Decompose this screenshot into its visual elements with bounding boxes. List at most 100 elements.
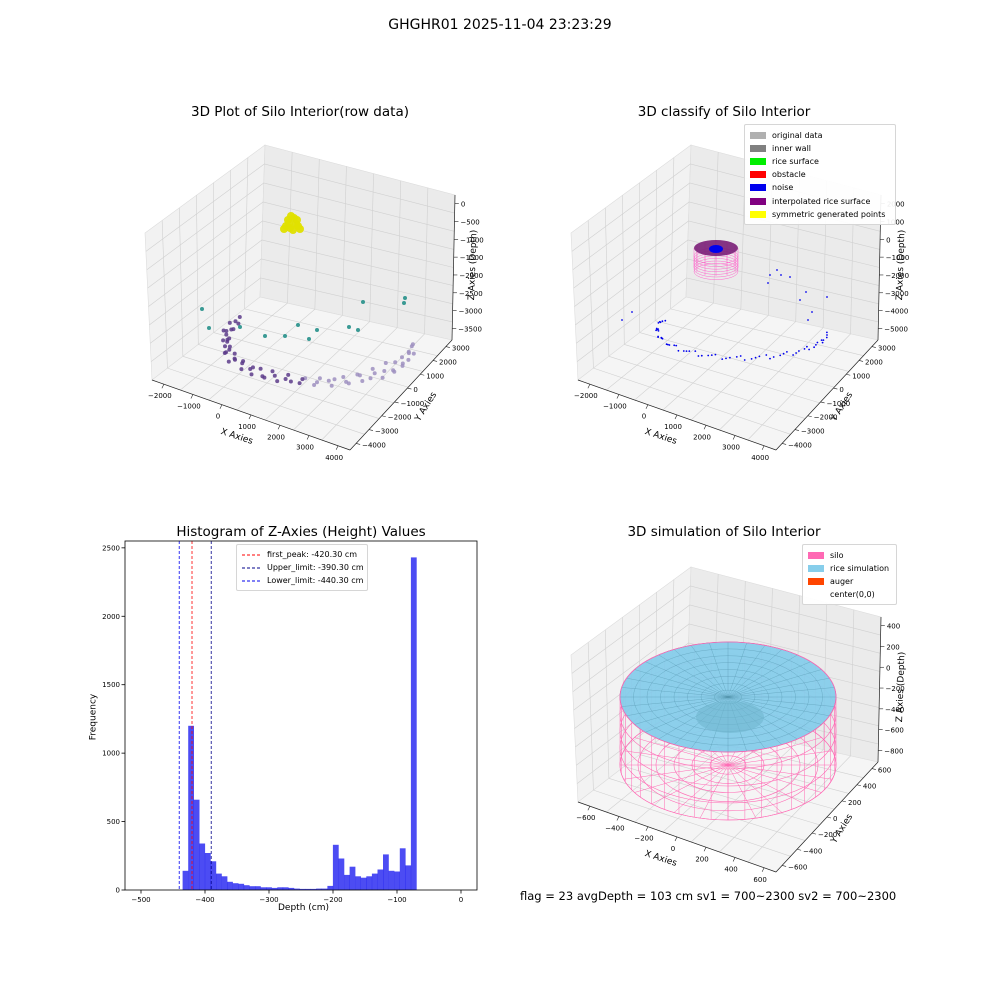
cls-noise-point	[813, 346, 815, 349]
legend-item: Upper_limit: -390.30 cm	[242, 561, 364, 574]
raw-z-grid	[150, 277, 453, 362]
histogram-bar	[282, 887, 289, 890]
cls-z-tick-label: −4000	[885, 308, 909, 316]
sim-y-tick	[826, 816, 832, 819]
raw-z-grid	[149, 239, 454, 326]
raw-y-tick-label: 1000	[426, 372, 444, 380]
cls-y-tick	[871, 346, 876, 348]
raw-wall-point	[288, 379, 293, 384]
sim-z-tick-label: −400	[885, 706, 904, 714]
cls-noise-point	[739, 355, 742, 357]
cls-floor-grid	[606, 302, 714, 391]
cls-noise-point	[805, 291, 807, 293]
raw-wall-point	[224, 350, 228, 355]
cls-x-tick	[616, 394, 620, 399]
sim-floor-spoke	[634, 737, 729, 766]
legend-swatch	[750, 184, 766, 192]
cls-noise-point	[743, 359, 746, 361]
histogram-bar	[305, 888, 311, 890]
raw-wall-point	[232, 356, 237, 361]
raw-plot-title: 3D Plot of Silo Interior(row data)	[191, 104, 409, 120]
legend-label: original data	[772, 131, 823, 141]
histogram-bar	[321, 888, 328, 890]
raw-wall-point	[224, 329, 229, 333]
legend-swatch	[750, 171, 766, 179]
cls-noise-point	[795, 352, 797, 354]
sim-y-tick	[856, 784, 861, 787]
sim-floor-spoke	[623, 750, 729, 766]
sim-y-tick-label: −200	[818, 831, 837, 839]
raw-wall-point	[227, 344, 232, 349]
sim-y-tick-label: 0	[833, 815, 837, 823]
cls-noise-point	[677, 349, 680, 352]
legend-swatch	[808, 578, 824, 586]
raw-mid-point	[356, 328, 360, 332]
histogram-x-tick-label: −500	[131, 896, 150, 904]
raw-wall-point	[239, 367, 244, 372]
sim-surface-mesh	[727, 642, 747, 698]
raw-x-tick	[277, 425, 281, 430]
histogram-x-axis-label: Depth (cm)	[278, 903, 330, 913]
sim-surface-mesh	[709, 642, 729, 698]
sim-floor-grid	[593, 789, 791, 857]
sim-marks	[619, 641, 837, 821]
sim-y-tick	[797, 848, 802, 851]
raw-x-tick-label: −2000	[148, 392, 172, 400]
raw-z-tick-label: −3500	[458, 325, 482, 333]
histogram-plot-area	[125, 541, 477, 890]
raw-floor-grid	[244, 308, 438, 357]
cls-noise-point	[710, 354, 713, 356]
cls-y-tick-label: 3000	[878, 345, 896, 353]
sim-floor-spoke	[727, 764, 833, 780]
legend-item: auger	[808, 575, 890, 588]
raw-mid-point	[238, 325, 242, 329]
histogram-x-tick-label: −100	[387, 896, 406, 904]
sim-surface-mesh	[621, 696, 729, 707]
cls-noise-point	[685, 350, 688, 352]
raw-y-tick-label: 2000	[439, 358, 457, 366]
raw-floor-grid	[198, 344, 394, 404]
raw-y-tick	[394, 401, 399, 404]
sim-surface-mesh	[645, 661, 729, 698]
sim-y-tick	[782, 865, 787, 867]
cls-noise-point	[729, 356, 731, 359]
cls-noise-point	[808, 348, 810, 351]
legend-label: interpolated rice surface	[772, 196, 871, 206]
cls-x-tick	[703, 425, 707, 430]
raw-y-tick	[368, 429, 374, 431]
cls-noise-point	[673, 344, 676, 347]
sim-x-tick	[761, 867, 765, 872]
histogram-x-tick-label: 0	[459, 896, 463, 904]
raw-wall-point	[229, 327, 234, 332]
cls-floor-grid	[655, 320, 849, 372]
histogram-legend: first_peak: -420.30 cm Upper_limit: -390…	[236, 544, 368, 592]
raw-wall-point	[223, 344, 227, 349]
cls-y-tick-label: −2000	[814, 414, 838, 422]
cls-noise-point	[655, 327, 658, 330]
sim-y-tick-label: 600	[878, 767, 891, 775]
legend-swatch	[808, 591, 824, 598]
cls-noise-point	[807, 319, 809, 321]
sim-surface-mesh	[727, 696, 835, 707]
raw-wall-point	[272, 373, 277, 378]
cls-y-tick-label: 0	[839, 386, 843, 394]
histogram-bar	[405, 865, 412, 890]
classify-plot-title: 3D classify of Silo Interior	[637, 104, 811, 120]
histogram-bar	[204, 853, 211, 890]
cls-noise-point	[822, 339, 825, 341]
histogram-bar	[288, 887, 295, 890]
cls-noise-point	[700, 354, 703, 357]
sim-x-tick	[703, 847, 707, 852]
raw-z-grid	[150, 258, 453, 344]
raw-wall-point	[380, 375, 385, 380]
histogram-x-tick-label: −200	[323, 896, 342, 904]
simulation-plot-title: 3D simulation of Silo Interior	[627, 524, 821, 540]
legend-label: first_peak: -420.30 cm	[267, 550, 358, 560]
cls-noise-point	[675, 344, 678, 347]
sim-surface-mesh	[634, 696, 729, 725]
sim-z-tick-label: −600	[885, 727, 904, 735]
cls-noise-point	[815, 344, 817, 346]
cls-noise-point	[826, 331, 828, 334]
cls-noise-point	[697, 355, 700, 357]
